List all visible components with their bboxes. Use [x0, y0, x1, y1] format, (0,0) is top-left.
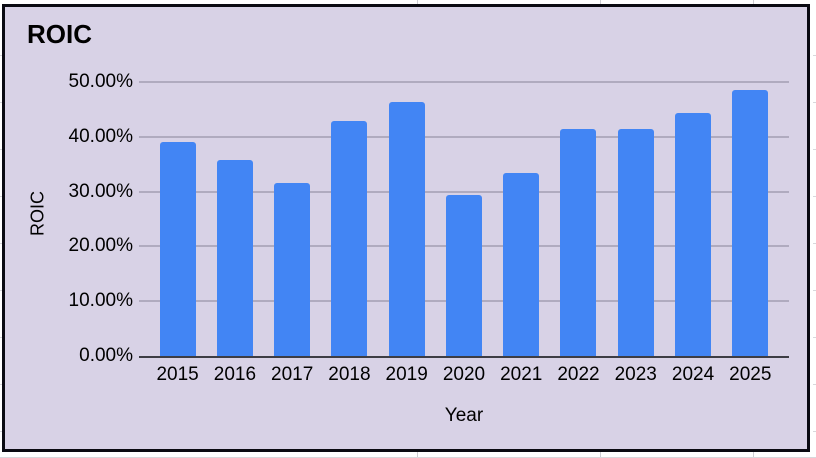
sheet-column-gridline [600, 452, 601, 458]
roic-chart[interactable]: ROIC ROIC 0.00% 10.00% 20.00% 30.00% 40.00% 5… [2, 4, 810, 452]
x-tick-label: 2018 [328, 364, 371, 385]
x-tick-label: 2020 [442, 364, 486, 385]
sheet-column-gridline [417, 0, 418, 4]
x-tick-label: 2019 [385, 364, 428, 385]
chart-title: ROIC [27, 19, 92, 49]
x-axis-labels: 2015 2016 2017 2018 2019 2020 2021 2022 2023 2024… [149, 364, 779, 386]
sheet-row-gridline [0, 55, 3, 56]
sheet-column-gridline [417, 452, 418, 458]
sheet-row-gridline [0, 102, 3, 103]
sheet-row-gridline [813, 431, 816, 432]
y-tick-label: 50.00% [68, 71, 133, 92]
x-tick-label: 2015 [156, 364, 199, 385]
sheet-row-gridline [0, 149, 3, 150]
sheet-row-gridline [0, 431, 3, 432]
x-tick-label: 2017 [271, 364, 314, 385]
bar-2021[interactable] [503, 173, 540, 356]
sheet-row-gridline [0, 384, 3, 385]
bar-2023[interactable] [617, 129, 654, 356]
y-tick-label: 30.00% [68, 180, 133, 202]
bar-2022[interactable] [560, 129, 597, 356]
sheet-row-gridline [813, 55, 816, 56]
y-tick-label: 40.00% [68, 125, 133, 147]
x-axis-title: Year [444, 405, 484, 426]
sheet-row-gridline [813, 149, 816, 150]
bar-2016[interactable] [216, 160, 253, 356]
sheet-column-gridline [753, 452, 754, 458]
sheet-row-gridline [813, 290, 816, 291]
plot-area [139, 81, 789, 358]
sheet-column-gridline [600, 0, 601, 4]
sheet-row-gridline [0, 290, 3, 291]
sheet-row-gridline [813, 102, 816, 103]
bar-2018[interactable] [331, 121, 368, 356]
sheet-row-gridline [813, 243, 816, 244]
x-tick-label: 2016 [213, 364, 257, 385]
x-tick-label: 2024 [671, 364, 715, 385]
sheet-row-gridline [813, 384, 816, 385]
sheet-row-gridline [0, 196, 3, 197]
bar-2019[interactable] [388, 102, 425, 356]
bar-2020[interactable] [445, 195, 482, 356]
sheet-column-gridline [753, 0, 754, 4]
x-tick-label: 2022 [557, 364, 600, 385]
gridline-50 [139, 81, 789, 83]
sheet-row-gridline [0, 337, 3, 338]
y-tick-label: 0.00% [79, 345, 133, 366]
y-tick-label: 20.00% [68, 235, 133, 257]
y-tick-label: 10.00% [68, 290, 133, 312]
bar-2015[interactable] [159, 142, 196, 356]
sheet-row-gridline [813, 337, 816, 338]
bar-2017[interactable] [274, 183, 311, 356]
bars-row [149, 82, 779, 356]
bar-2024[interactable] [675, 113, 712, 356]
sheet-row-gridline [0, 243, 3, 244]
x-axis-line [139, 356, 789, 358]
gridline-40 [139, 135, 789, 138]
bar-2025[interactable] [732, 90, 769, 356]
x-tick-label: 2025 [729, 364, 772, 385]
gridline-30 [139, 190, 789, 193]
sheet-row-gridline [813, 196, 816, 197]
x-tick-label: 2021 [500, 364, 543, 385]
x-tick-label: 2023 [614, 364, 657, 385]
